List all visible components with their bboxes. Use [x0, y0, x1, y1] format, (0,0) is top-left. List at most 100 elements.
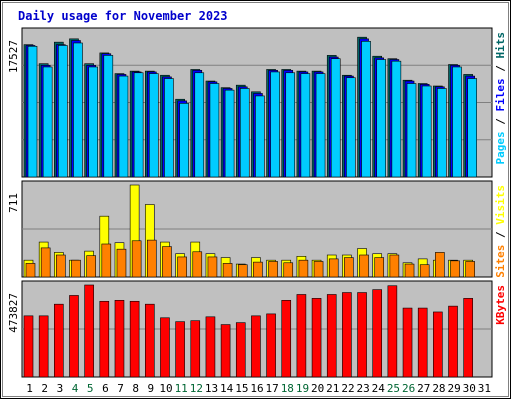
bar-pages-day-17 — [270, 71, 280, 178]
bar-pages-day-26 — [406, 83, 417, 178]
bar-kbytes-day-2 — [38, 315, 49, 378]
bar-sites-day-4 — [71, 259, 81, 278]
bar-sites-day-19 — [298, 259, 309, 278]
x-tick-label: 16 — [250, 382, 263, 395]
bar-sites-day-2 — [40, 247, 51, 278]
x-tick-label: 2 — [41, 382, 48, 395]
legend-entry: Pages — [494, 131, 507, 164]
bar-kbytes-day-5 — [84, 284, 94, 378]
x-tick-label: 8 — [132, 382, 139, 395]
bar-pages-day-10 — [164, 78, 174, 178]
bar-kbytes-day-15 — [235, 322, 246, 378]
bar-kbytes-day-14 — [220, 324, 231, 378]
x-tick-label: 13 — [205, 382, 218, 395]
bar-pages-day-12 — [194, 72, 205, 178]
x-tick-label: 25 — [387, 382, 400, 395]
bar-pages-day-1 — [27, 45, 38, 178]
bar-kbytes-day-18 — [281, 300, 292, 378]
bar-sites-day-25 — [389, 254, 400, 278]
bar-kbytes-day-6 — [99, 300, 110, 378]
bar-pages-day-14 — [224, 89, 235, 178]
x-tick-label: 5 — [87, 382, 94, 395]
bar-pages-day-19 — [300, 73, 311, 178]
bar-pages-day-5 — [88, 66, 98, 178]
bar-kbytes-day-22 — [342, 292, 352, 378]
x-tick-label: 23 — [357, 382, 370, 395]
x-tick-label: 7 — [117, 382, 124, 395]
bar-pages-day-2 — [42, 66, 53, 178]
y-axis-max-label: 473827 — [7, 293, 20, 333]
bar-pages-day-27 — [421, 85, 432, 178]
bar-pages-day-21 — [330, 58, 341, 178]
x-tick-label: 21 — [326, 382, 339, 395]
bar-sites-day-21 — [328, 258, 339, 278]
bar-pages-day-7 — [118, 75, 129, 178]
bar-sites-day-15 — [237, 264, 248, 278]
bar-kbytes-day-16 — [251, 315, 261, 378]
bar-pages-day-29 — [452, 66, 462, 178]
bar-kbytes-day-24 — [372, 289, 383, 378]
bar-sites-day-29 — [450, 260, 460, 278]
bar-kbytes-day-21 — [326, 294, 337, 378]
bar-pages-day-25 — [391, 60, 402, 178]
bar-pages-day-4 — [73, 42, 83, 178]
bar-kbytes-day-20 — [311, 298, 322, 378]
bar-pages-day-11 — [179, 103, 189, 178]
x-tick-label: 18 — [281, 382, 294, 395]
x-tick-label: 12 — [190, 382, 203, 395]
bar-kbytes-day-3 — [54, 303, 64, 378]
chart-title: Daily usage for November 2023 — [18, 9, 228, 23]
x-tick-label: 20 — [311, 382, 324, 395]
bar-kbytes-day-25 — [387, 285, 398, 378]
bar-sites-day-18 — [283, 262, 294, 278]
bar-sites-day-22 — [344, 257, 354, 278]
bar-kbytes-day-27 — [417, 307, 428, 378]
bar-pages-day-30 — [467, 78, 477, 178]
bar-sites-day-13 — [207, 256, 218, 278]
bar-kbytes-day-29 — [448, 305, 458, 378]
bar-kbytes-day-28 — [433, 311, 443, 378]
bar-sites-day-28 — [435, 252, 445, 278]
x-tick-label: 6 — [102, 382, 109, 395]
legend-entry: / — [494, 112, 507, 132]
x-tick-label: 19 — [296, 382, 309, 395]
bar-sites-day-27 — [419, 264, 430, 278]
bar-sites-day-12 — [192, 251, 203, 278]
legend-entry: Visits — [494, 185, 507, 225]
bar-kbytes-day-1 — [23, 315, 34, 378]
bar-pages-day-3 — [58, 45, 68, 178]
legend-entry: Files — [494, 78, 507, 111]
bar-pages-day-18 — [285, 72, 296, 178]
bar-pages-day-23 — [361, 41, 371, 178]
x-tick-label: 30 — [463, 382, 476, 395]
bar-kbytes-day-4 — [69, 295, 79, 378]
bar-kbytes-day-9 — [144, 303, 155, 378]
bar-sites-day-3 — [56, 254, 66, 278]
bar-sites-day-5 — [86, 255, 96, 278]
bar-kbytes-day-8 — [129, 300, 140, 378]
bar-pages-day-28 — [437, 88, 447, 178]
bar-pages-day-22 — [346, 77, 356, 178]
x-tick-label: 1 — [26, 382, 33, 395]
bar-sites-day-24 — [374, 257, 385, 278]
x-tick-label: 4 — [72, 382, 79, 395]
x-tick-label: 22 — [341, 382, 354, 395]
bar-kbytes-day-10 — [160, 317, 170, 378]
panel-hits-files-pages: 17527 Pages / Files / Hits — [7, 27, 507, 178]
bar-kbytes-day-26 — [402, 307, 413, 378]
bar-pages-day-6 — [103, 55, 114, 178]
bar-kbytes-day-30 — [463, 298, 473, 378]
panel-legend: KBytes — [494, 285, 507, 325]
legend-entry: Sites — [494, 245, 507, 278]
bar-kbytes-day-12 — [190, 320, 201, 378]
x-tick-label: 24 — [372, 382, 386, 395]
bar-pages-day-15 — [239, 88, 250, 178]
bar-kbytes-day-13 — [205, 316, 216, 378]
x-tick-label: 17 — [266, 382, 279, 395]
y-axis-max-label: 17527 — [7, 40, 20, 73]
bar-pages-day-9 — [148, 73, 159, 178]
x-tick-label: 29 — [447, 382, 460, 395]
y-axis-max-label: 711 — [7, 193, 20, 213]
legend-entry: / — [494, 225, 507, 245]
x-tick-label: 31 — [478, 382, 491, 395]
